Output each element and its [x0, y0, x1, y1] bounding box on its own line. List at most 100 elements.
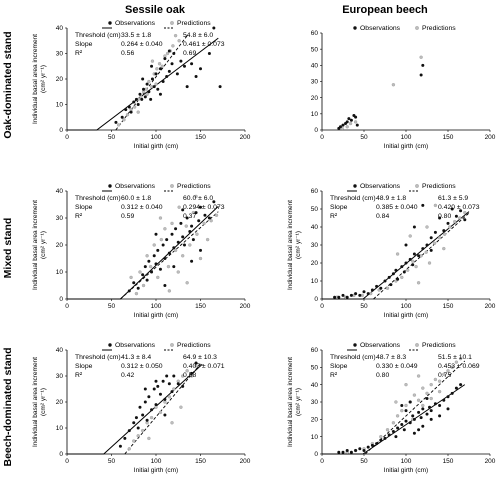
stats-value-predictions: 61.3 ± 5.9 — [438, 195, 468, 202]
observation-point — [150, 77, 154, 81]
prediction-point — [198, 256, 203, 261]
observation-point — [114, 120, 118, 124]
y-axis-unit: (cm² yr⁻¹) — [40, 65, 47, 93]
stats-value-observations: 0.84 — [376, 213, 389, 220]
stats-label: Slope — [75, 363, 93, 370]
observation-point — [412, 417, 416, 421]
prediction-point — [185, 369, 189, 373]
prediction-point — [195, 232, 199, 236]
fit-line-predictions — [120, 211, 219, 300]
observation-point — [421, 424, 425, 428]
y-axis-label: Individual basal area increment — [287, 357, 294, 447]
prediction-point — [432, 241, 437, 245]
y-axis-unit: (cm² yr⁻¹) — [40, 388, 47, 416]
observation-point — [181, 384, 185, 388]
observation-point — [442, 229, 446, 233]
y-tick-label: 30 — [56, 215, 64, 222]
observation-point — [429, 417, 433, 421]
fit-line-observations — [67, 37, 219, 131]
observation-point — [185, 85, 189, 89]
fit-line-observations — [67, 363, 203, 455]
observation-point — [167, 382, 171, 386]
observation-point — [182, 64, 186, 68]
observation-point — [179, 221, 183, 225]
observation-point — [156, 87, 160, 91]
y-tick-label: 20 — [56, 76, 64, 83]
stats-value-predictions: 60.0 ± 6.0 — [183, 195, 213, 202]
observation-point — [161, 80, 165, 84]
prediction-point — [416, 374, 421, 378]
observation-point — [154, 232, 158, 236]
observation-point — [341, 123, 345, 127]
observation-point — [433, 230, 437, 234]
x-tick-label: 0 — [65, 303, 69, 310]
prediction-point — [147, 79, 151, 84]
prediction-point — [429, 396, 433, 401]
observation-point — [354, 292, 358, 296]
legend-marker-predictions — [170, 21, 174, 25]
observation-point — [188, 230, 192, 233]
x-tick-label: 150 — [443, 458, 454, 465]
stats-value-observations: 0.42 — [121, 372, 134, 379]
prediction-point — [453, 219, 457, 224]
observation-point — [170, 390, 174, 394]
prediction-point — [163, 400, 167, 404]
y-tick-label: 10 — [311, 278, 319, 285]
prediction-point — [394, 400, 398, 404]
observation-point — [417, 428, 421, 432]
stats-value-observations: 41.3 ± 8.4 — [121, 354, 151, 361]
prediction-point — [177, 205, 181, 209]
observation-point — [163, 57, 167, 61]
observation-point — [370, 288, 374, 292]
observation-point — [165, 74, 169, 78]
observation-point — [218, 85, 222, 89]
observation-point — [174, 227, 178, 231]
prediction-point — [150, 59, 155, 63]
stats-value-observations: 48.7 ± 8.3 — [376, 354, 406, 361]
y-tick-label: 40 — [311, 63, 319, 70]
observation-point — [150, 64, 154, 68]
legend-marker-observations — [108, 21, 112, 25]
x-tick-label: 0 — [65, 134, 69, 141]
stats-label: Slope — [330, 363, 348, 370]
observation-point — [147, 90, 151, 94]
observation-point — [459, 383, 463, 387]
observation-point — [176, 382, 180, 386]
prediction-point — [145, 92, 149, 96]
x-tick-label: 100 — [151, 134, 162, 141]
observation-point — [408, 257, 412, 261]
legend-marker-predictions — [415, 184, 419, 188]
x-axis-label: Initial girth (cm) — [134, 143, 178, 150]
prediction-point — [400, 409, 404, 413]
prediction-point — [416, 281, 421, 285]
prediction-point — [385, 286, 390, 290]
prediction-point — [177, 39, 181, 43]
x-tick-label: 200 — [240, 303, 251, 310]
observation-point — [134, 416, 138, 420]
observation-point — [147, 395, 151, 399]
y-tick-label: 60 — [311, 347, 319, 354]
legend-label-predictions: Predictions — [177, 183, 211, 190]
observation-point — [400, 403, 404, 407]
stats-value-observations: 0.264 ± 0.040 — [121, 41, 163, 48]
prediction-point — [412, 393, 417, 397]
observation-point — [136, 103, 140, 106]
y-tick-label: 0 — [314, 451, 318, 458]
prediction-point — [184, 224, 188, 228]
observation-point — [207, 52, 211, 55]
prediction-point — [416, 398, 421, 402]
observation-point — [463, 218, 467, 222]
legend-label-observations: Observations — [115, 20, 156, 27]
y-tick-label: 0 — [59, 451, 63, 458]
observation-point — [404, 261, 408, 265]
observation-point — [417, 410, 421, 414]
observation-point — [185, 216, 189, 220]
observation-point — [425, 397, 429, 401]
prediction-point — [433, 203, 438, 208]
prediction-point — [154, 405, 158, 409]
y-tick-label: 60 — [311, 188, 319, 195]
observation-point — [127, 429, 131, 433]
stats-label: R² — [75, 50, 83, 57]
observation-point — [154, 262, 158, 266]
prediction-point — [408, 234, 412, 238]
